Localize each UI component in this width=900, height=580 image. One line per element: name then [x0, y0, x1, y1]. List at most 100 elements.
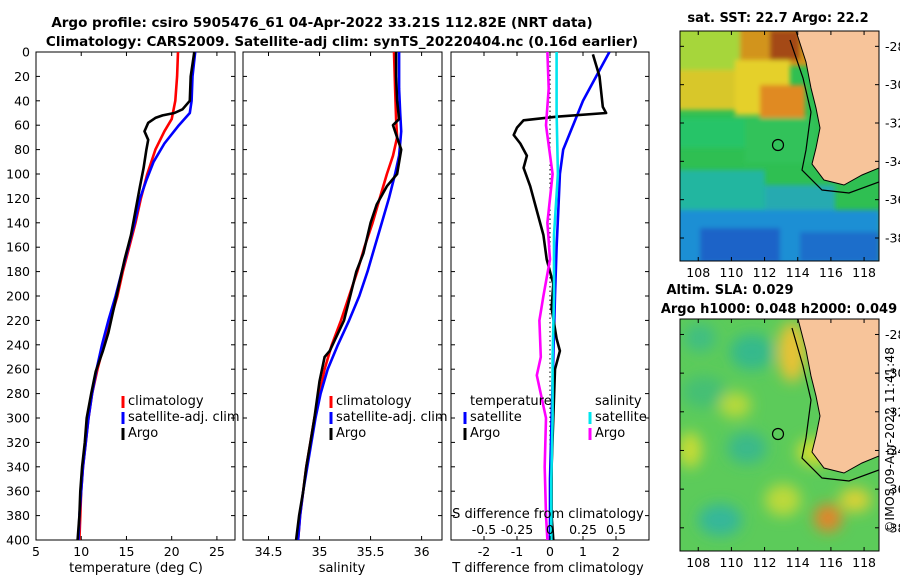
- depth-tick-label: 120: [6, 191, 30, 206]
- sla-x-ticks: 108 110 112 114 116 118: [686, 319, 876, 570]
- sdiff-xlabel: S difference from climatology: [452, 507, 644, 522]
- map-x-tick-label: 118: [852, 555, 876, 570]
- x-tick-label: 25: [209, 544, 225, 559]
- tdiff-xlabel: T difference from climatology: [451, 561, 644, 576]
- map-y-tick-label: -32: [885, 116, 900, 131]
- sla-map-subtitle: Argo h1000: 0.048 h2000: 0.049: [661, 302, 897, 317]
- depth-tick-label: 400: [6, 533, 30, 548]
- sst-field: [680, 31, 879, 261]
- depth-tick-label: 260: [6, 362, 30, 377]
- x-tick-label: 2: [612, 544, 620, 559]
- legend-label-s-argo: Argo: [595, 426, 625, 441]
- depth-tick-label: 360: [6, 484, 30, 499]
- depth-tick-label: 180: [6, 264, 30, 279]
- sst-argo-marker: [771, 138, 785, 152]
- map-y-tick-label: -34: [885, 443, 900, 458]
- legend-label-climatology: climatology: [336, 394, 412, 409]
- depth-tick-label: 340: [6, 459, 30, 474]
- sst-x-ticks: 108 110 112 114 116 118: [686, 31, 876, 280]
- map-x-tick-label: 110: [719, 265, 743, 280]
- map-y-tick-label: -28: [885, 327, 900, 342]
- map-y-tick-label: -34: [885, 154, 900, 169]
- legend-header-temperature: temperature: [470, 394, 552, 409]
- temperature-x-ticks: 5 10 15 20 25: [32, 52, 225, 559]
- map-y-tick-label: -30: [885, 77, 900, 92]
- x-tick-label: 20: [164, 544, 180, 559]
- depth-tick-label: 200: [6, 289, 30, 304]
- series-line-argo: [294, 52, 403, 540]
- x-tick-label: -2: [478, 544, 490, 559]
- x-tick-label: 34.5: [255, 544, 283, 559]
- map-y-tick-label: -36: [885, 192, 900, 207]
- s-tick-label: -0.5: [472, 522, 496, 537]
- x-tick-label: 35.5: [357, 544, 385, 559]
- depth-tick-label: 100: [6, 167, 30, 182]
- map-x-tick-label: 108: [686, 555, 710, 570]
- x-tick-label: 36: [414, 544, 430, 559]
- depth-tick-label: 280: [6, 386, 30, 401]
- x-tick-label: 1: [579, 544, 587, 559]
- map-y-tick-label: -30: [885, 366, 900, 381]
- difference-series: [512, 52, 611, 540]
- salinity-series: [294, 52, 403, 540]
- map-x-tick-label: 108: [686, 265, 710, 280]
- sst-y-ticks: -28 -30 -32 -34 -36 -38: [680, 39, 900, 246]
- legend-label-satellite: satellite-adj. clim: [128, 410, 240, 425]
- legend-label-s-satellite: satellite: [595, 410, 647, 425]
- temperature-xlabel: temperature (deg C): [69, 561, 203, 576]
- x-tick-label: -1: [511, 544, 523, 559]
- sla-contour: [791, 327, 879, 482]
- side-stamp: ©IMOS 09-Apr-2022 11:41:48: [882, 347, 897, 533]
- depth-tick-label: 80: [14, 142, 30, 157]
- map-y-tick-label: -38: [885, 520, 900, 535]
- sla-land: [797, 319, 879, 474]
- series-line-t-argo: [512, 54, 608, 540]
- x-tick-label: 15: [119, 544, 135, 559]
- sla-field: [680, 322, 871, 536]
- legend-label-satellite: satellite-adj. clim: [336, 410, 448, 425]
- tdiff-x-ticks: -2 -1 0 1 2: [478, 52, 620, 559]
- sdiff-x-ticks: -0.5 -0.25 0 0.25 0.5: [472, 522, 626, 537]
- depth-tick-label: 320: [6, 435, 30, 450]
- sla-argo-marker: [771, 427, 785, 441]
- depth-tick-label: 160: [6, 240, 30, 255]
- map-x-tick-label: 116: [819, 265, 843, 280]
- depth-tick-label: 300: [6, 411, 30, 426]
- legend-header-salinity: salinity: [595, 394, 642, 409]
- series-line-satellite-adj-clim: [77, 52, 197, 540]
- figure-title-line1: Argo profile: csiro 5905476_61 04-Apr-20…: [51, 15, 592, 31]
- x-tick-label: 35: [312, 544, 328, 559]
- s-tick-label: 0.5: [606, 522, 626, 537]
- series-line-t-satellite: [548, 52, 611, 540]
- map-x-tick-label: 110: [719, 555, 743, 570]
- s-tick-label: 0: [546, 522, 554, 537]
- series-line-s-satellite: [549, 52, 560, 540]
- depth-tick-label: 20: [14, 69, 30, 84]
- legend-label-t-argo: Argo: [470, 426, 500, 441]
- map-x-tick-label: 112: [753, 265, 777, 280]
- salinity-x-ticks: 34.5 35 35.5 36: [255, 52, 430, 559]
- salinity-xlabel: salinity: [319, 561, 366, 576]
- map-x-tick-label: 114: [786, 265, 810, 280]
- legend-label-t-satellite: satellite: [470, 410, 522, 425]
- map-y-tick-label: -32: [885, 404, 900, 419]
- legend-label-climatology: climatology: [128, 394, 204, 409]
- salinity-panel: [242, 51, 443, 541]
- sst-map-frame: [679, 30, 880, 262]
- sla-map: [680, 319, 879, 551]
- series-line-climatology: [296, 52, 399, 540]
- legend-label-argo: Argo: [336, 426, 366, 441]
- depth-tick-label: 380: [6, 508, 30, 523]
- map-x-tick-label: 112: [753, 555, 777, 570]
- depth-tick-label: 0: [22, 45, 30, 60]
- depth-tick-label: 60: [14, 118, 30, 133]
- salinity-legend: climatology satellite-adj. clim Argo: [329, 394, 448, 441]
- depth-tick-label: 140: [6, 215, 30, 230]
- temperature-panel: [35, 51, 236, 541]
- depth-tick-label: 40: [14, 93, 30, 108]
- legend-label-argo: Argo: [128, 426, 158, 441]
- sst-land: [795, 31, 879, 186]
- series-line-argo: [76, 52, 196, 540]
- map-y-tick-label: -28: [885, 39, 900, 54]
